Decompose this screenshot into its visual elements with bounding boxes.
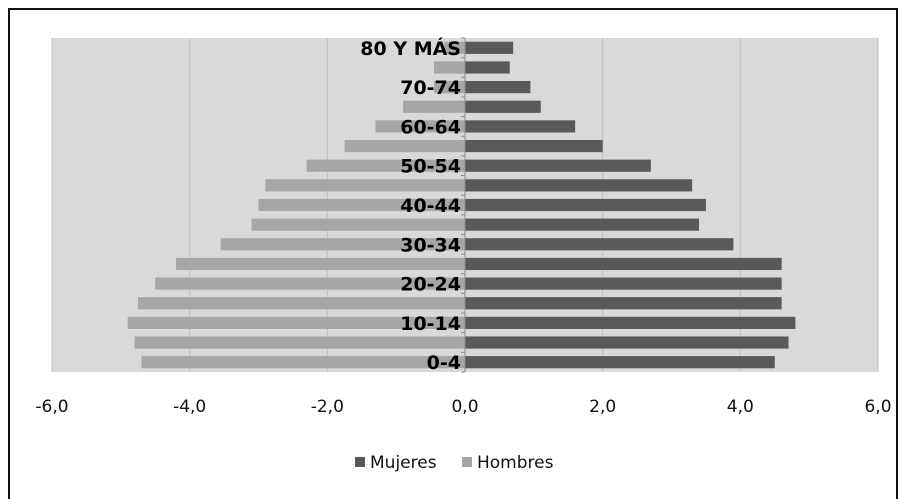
x-tick-label: 4,0: [727, 397, 754, 417]
legend-label: Mujeres: [370, 453, 437, 473]
category-label: 0-4: [427, 352, 461, 374]
bar-hombres: [375, 120, 465, 133]
x-tick-label: -4,0: [173, 397, 206, 417]
legend: Mujeres Hombres: [355, 453, 554, 473]
bar-hombres: [175, 257, 465, 271]
bar-hombres: [251, 218, 465, 231]
category-label: 40-44: [400, 195, 461, 217]
bar-mujeres: [465, 61, 510, 74]
category-label: 80 Y MÁS: [360, 37, 461, 60]
category-label: 60-64: [400, 116, 461, 138]
category-label: 10-14: [400, 313, 461, 335]
bar-mujeres: [465, 159, 651, 172]
bar-mujeres: [465, 120, 576, 133]
bar-mujeres: [465, 100, 541, 113]
bar-hombres: [434, 81, 465, 94]
bar-hombres: [127, 316, 465, 329]
bar-mujeres: [465, 336, 789, 349]
x-tick-label: -6,0: [35, 397, 68, 417]
bar-hombres: [155, 277, 465, 290]
bar-mujeres: [465, 257, 782, 271]
bar-hombres: [134, 336, 465, 349]
bar-mujeres: [465, 277, 782, 290]
bar-mujeres: [465, 198, 706, 212]
category-label: 30-34: [400, 234, 461, 256]
bar-hombres: [344, 139, 465, 153]
bar-hombres: [434, 61, 465, 74]
bar-mujeres: [465, 316, 796, 329]
bar-mujeres: [465, 297, 782, 310]
bar-mujeres: [465, 41, 514, 54]
category-labels: 0-4 10-14 20-24 30-34 40-44 50-54 60-64 70-74 80…: [360, 37, 461, 374]
x-tick-label: 6,0: [864, 397, 891, 417]
legend-swatch: [462, 457, 472, 467]
category-label: 50-54: [400, 156, 461, 178]
bar-mujeres: [465, 238, 734, 251]
bar-hombres: [444, 41, 465, 54]
bars: [127, 41, 796, 369]
bar-mujeres: [465, 81, 531, 94]
bar-mujeres: [465, 139, 603, 153]
x-tick-label: -2,0: [311, 397, 344, 417]
bar-mujeres: [465, 218, 700, 231]
legend-swatch: [355, 457, 365, 467]
bar-hombres: [138, 297, 465, 310]
x-tick-label: 2,0: [589, 397, 616, 417]
bar-hombres: [141, 356, 465, 369]
bar-hombres: [403, 100, 465, 113]
bar-hombres: [220, 238, 465, 251]
bar-mujeres: [465, 356, 775, 369]
x-axis: -6,0 -4,0 -2,0 0,0 2,0 4,0 6,0: [35, 37, 892, 417]
bar-hombres: [258, 198, 465, 212]
bar-mujeres: [465, 179, 693, 192]
category-label: 70-74: [400, 77, 461, 99]
bar-hombres: [265, 179, 465, 192]
bar-hombres: [306, 159, 465, 172]
x-tick-label: 0,0: [451, 397, 478, 417]
legend-label: Hombres: [477, 453, 554, 473]
category-label: 20-24: [400, 274, 461, 296]
